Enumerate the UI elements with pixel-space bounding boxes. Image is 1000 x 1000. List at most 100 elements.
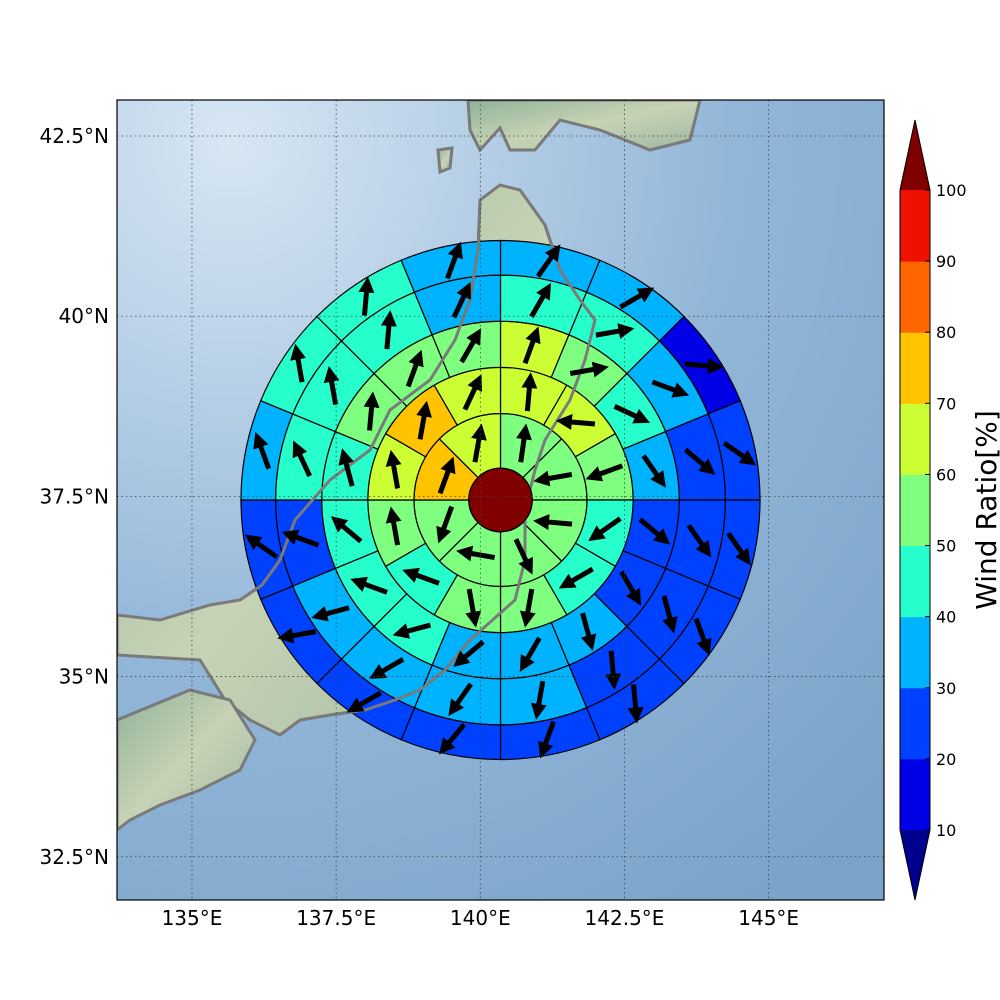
wind-arrow-ring3-sector10	[392, 622, 432, 639]
colorbar-title: Wind Ratio[%]	[970, 410, 1000, 610]
wind-arrow-ring2-sector8	[402, 567, 440, 586]
wind-arrow-ring5-sector9	[439, 722, 467, 755]
wind-arrow-ring5-sector11	[277, 627, 317, 644]
wind-arrows	[244, 241, 757, 759]
colorbar-tick-label: 10	[936, 821, 956, 840]
colorbar-segment	[900, 616, 930, 689]
wind-arrow-ring2-sector6	[519, 588, 536, 628]
wind-arrow-ring4-sector12	[281, 529, 320, 548]
wind-arrow-ring3-sector1	[522, 326, 541, 365]
wind-arrow-ring4-sector9	[448, 682, 473, 717]
wind-arrow-ring4-sector8	[530, 680, 547, 720]
wind-arrow-ring5-sector2	[619, 287, 655, 310]
wind-arrow-ring2-sector5	[558, 566, 594, 589]
latitude-tick-labels: 32.5°N 35°N 37.5°N 40°N 42.5°N	[40, 124, 110, 869]
longitude-tick-labels: 135°E 137.5°E 140°E 142.5°E 145°E	[162, 906, 800, 930]
wind-arrow-ring3-sector5	[638, 517, 671, 545]
wind-arrow-ring4-sector5	[686, 524, 712, 558]
colorbar-segment	[900, 403, 930, 475]
wind-arrow-ring4-sector10	[369, 657, 405, 679]
latitude-tick-label: 35°N	[59, 665, 109, 689]
longitude-tick-label: 140°E	[450, 906, 511, 930]
wind-arrow-ring5-sector7	[627, 684, 644, 724]
latitude-tick-label: 37.5°N	[40, 484, 110, 508]
colorbar-segment	[900, 190, 930, 262]
colorbar-tick-label: 30	[936, 679, 956, 698]
colorbar-extend-bottom	[900, 830, 930, 900]
wind-arrow-ring2-sector7	[465, 588, 482, 628]
longitude-tick-label: 142.5°E	[585, 906, 665, 930]
wind-arrow-ring5-sector10	[346, 690, 382, 713]
wind-arrow-ring3-sector7	[580, 612, 597, 651]
wind-arrow-ring4-sector14	[323, 366, 340, 406]
wind-arrow-ring4-sector3	[651, 379, 690, 398]
wind-arrow-ring2-sector10	[385, 449, 402, 489]
wind-arrow-ring1-sector1	[516, 423, 532, 463]
colorbar-tick-label: 70	[936, 394, 956, 413]
wind-arrow-ring3-sector9	[453, 639, 485, 667]
wind-arrow-ring4-sector16	[451, 281, 471, 319]
colorbar-segment	[900, 687, 930, 760]
center-disk	[468, 467, 533, 533]
wind-arrow-ring3-sector2	[569, 361, 609, 378]
colorbar-segment	[900, 545, 930, 618]
land-sado	[436, 146, 454, 175]
colorbar-tick-label: 100	[936, 181, 967, 200]
longitude-tick-label: 145°E	[738, 906, 799, 930]
colorbar-segment	[900, 758, 930, 831]
wind-arrow-ring1-sector3	[533, 514, 573, 531]
wind-arrow-ring4-sector7	[605, 650, 622, 690]
wind-arrow-ring5-sector3	[684, 358, 724, 374]
wind-arrow-ring5-sector12	[244, 534, 279, 560]
colorbar-tick-label: 60	[936, 465, 956, 484]
land-hokkaido	[466, 100, 702, 153]
longitude-tick-label: 135°E	[162, 906, 223, 930]
wind-arrow-ring1-sector2	[533, 470, 573, 487]
colorbar: 10 20 30 40 50 60 70 80 90 100	[899, 119, 967, 901]
latitude-tick-label: 42.5°N	[40, 124, 110, 148]
wind-arrow-ring5-sector8	[538, 720, 556, 759]
wind-arrow-ring4-sector4	[683, 447, 716, 475]
wind-arrow-ring3-sector16	[459, 328, 482, 364]
latitude-tick-label: 32.5°N	[40, 845, 110, 869]
wind-arrow-ring5-sector14	[290, 343, 306, 383]
wind-arrow-ring4-sector13	[292, 440, 312, 478]
map-area	[117, 100, 884, 900]
wind-arrow-ring3-sector12	[330, 516, 363, 544]
map-frame	[116, 99, 885, 901]
wind-arrow-ring2-sector4	[588, 516, 622, 542]
colorbar-tick-label: 90	[936, 252, 956, 271]
wind-arrow-ring3-sector6	[619, 570, 642, 606]
graticule	[117, 100, 884, 900]
wind-arrow-ring5-sector1	[535, 244, 561, 278]
colorbar-tick-label: 50	[936, 537, 956, 556]
wind-arrow-ring4-sector2	[595, 323, 635, 339]
colorbar-extend-top	[900, 120, 930, 190]
wind-arrow-ring5-sector16	[445, 241, 463, 280]
wind-arrow-ring1-sector5	[456, 545, 496, 562]
longitude-tick-label: 137.5°E	[296, 906, 376, 930]
wind-arrow-ring4-sector15	[380, 310, 397, 350]
wind-arrow-ring2-sector12	[462, 374, 482, 411]
wind-arrow-ring2-sector11	[416, 400, 432, 440]
wind-arrow-ring3-sector8	[519, 636, 542, 672]
wind-arrow-ring5-sector15	[358, 276, 375, 316]
wind-arrow-ring3-sector11	[350, 576, 388, 595]
wind-arrow-ring3-sector4	[641, 454, 666, 488]
wind-arrow-ring4-sector11	[311, 605, 350, 622]
colorbar-segment	[900, 332, 930, 404]
wind-arrow-ring5-sector4	[722, 440, 757, 466]
colorbar-tick-label: 20	[936, 750, 956, 769]
wind-arrow-ring1-sector8	[471, 423, 487, 463]
wind-arrow-ring1-sector7	[437, 456, 456, 495]
colorbar-tick-label: 80	[936, 323, 956, 342]
colorbar-segment	[900, 261, 930, 333]
wind-arrow-ring5-sector6	[693, 617, 712, 656]
wind-arrow-ring3-sector15	[405, 349, 424, 388]
land-kyushu-shikoku	[117, 688, 257, 832]
colorbar-tick-label: 40	[936, 608, 956, 627]
wind-arrow-ring4-sector1	[529, 282, 551, 319]
wind-arrow-ring1-sector6	[436, 505, 455, 544]
wind-arrow-ring3-sector13	[338, 448, 355, 487]
